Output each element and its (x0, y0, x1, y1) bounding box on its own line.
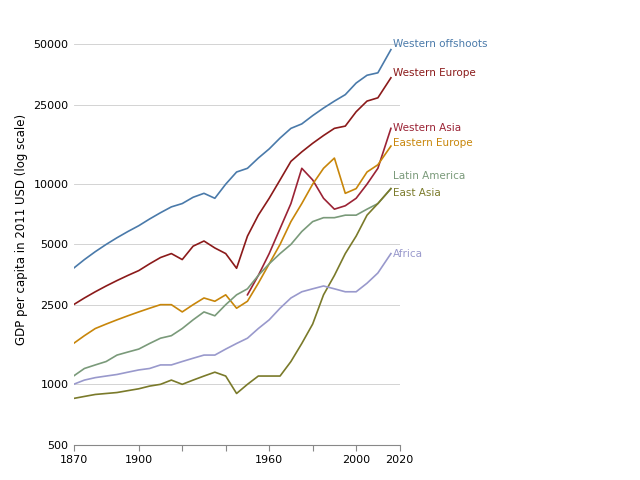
Text: Africa: Africa (393, 249, 423, 259)
Text: Western offshoots: Western offshoots (393, 39, 488, 49)
Text: Latin America: Latin America (393, 171, 465, 181)
Text: Western Asia: Western Asia (393, 123, 461, 133)
Text: Eastern Europe: Eastern Europe (393, 138, 473, 148)
Text: East Asia: East Asia (393, 188, 441, 198)
Y-axis label: GDP per capita in 2011 USD (log scale): GDP per capita in 2011 USD (log scale) (15, 114, 28, 345)
Text: Western Europe: Western Europe (393, 68, 476, 78)
